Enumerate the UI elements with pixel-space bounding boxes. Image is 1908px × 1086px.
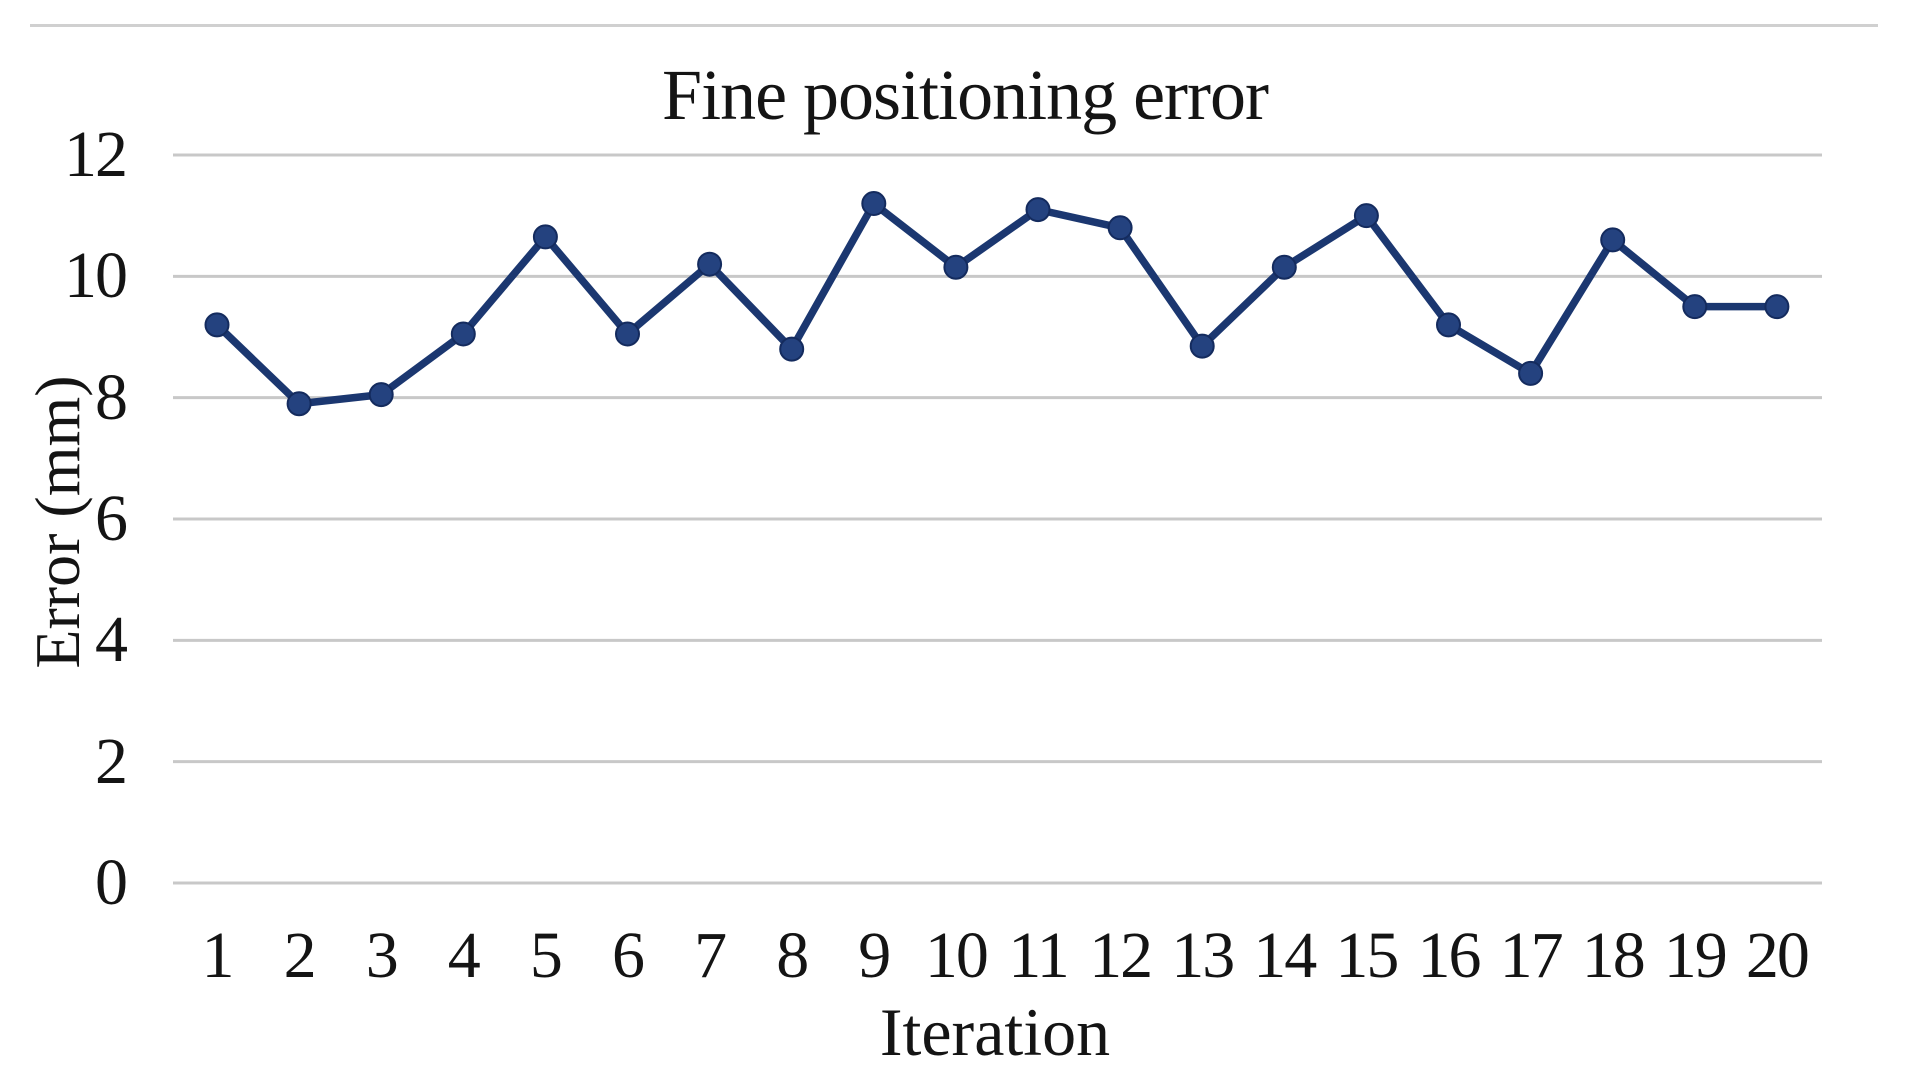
data-point-3 bbox=[368, 382, 394, 408]
data-point-15 bbox=[1353, 203, 1379, 229]
x-tick-label-16: 16 bbox=[1417, 919, 1482, 992]
data-point-2 bbox=[286, 391, 312, 417]
data-point-18 bbox=[1600, 227, 1626, 253]
data-point-11 bbox=[1025, 197, 1051, 223]
data-point-14 bbox=[1271, 254, 1297, 280]
x-tick-label-12: 12 bbox=[1089, 919, 1153, 992]
data-point-9 bbox=[861, 191, 887, 217]
y-tick-label-4: 4 bbox=[95, 603, 128, 677]
y-tick-label-2: 2 bbox=[95, 724, 128, 798]
x-tick-label-17: 17 bbox=[1499, 919, 1564, 992]
x-tick-label-20: 20 bbox=[1745, 919, 1810, 992]
y-tick-label-0: 0 bbox=[95, 846, 128, 919]
x-tick-label-18: 18 bbox=[1581, 919, 1646, 992]
x-tick-label-1: 1 bbox=[201, 919, 235, 992]
data-point-6 bbox=[615, 321, 640, 347]
x-tick-label-2: 2 bbox=[283, 919, 317, 992]
data-point-17 bbox=[1518, 360, 1544, 386]
chart-title: Fine positioning error bbox=[662, 55, 1269, 135]
x-tick-label-5: 5 bbox=[529, 919, 563, 992]
x-axis-title: Iteration bbox=[879, 994, 1111, 1070]
y-tick-label-10: 10 bbox=[64, 239, 128, 313]
x-tick-label-7: 7 bbox=[694, 919, 727, 992]
error-series-line bbox=[213, 199, 1781, 408]
data-point-7 bbox=[697, 251, 723, 277]
data-point-1 bbox=[204, 312, 230, 338]
data-point-5 bbox=[532, 224, 558, 250]
x-tick-label-4: 4 bbox=[447, 919, 481, 992]
y-axis-title: Error (mm) bbox=[22, 375, 93, 669]
data-point-12 bbox=[1107, 215, 1133, 241]
data-point-16 bbox=[1436, 312, 1461, 338]
data-point-4 bbox=[450, 321, 476, 347]
data-point-20 bbox=[1764, 294, 1790, 320]
x-tick-label-3: 3 bbox=[365, 919, 399, 992]
y-tick-label-8: 8 bbox=[95, 360, 128, 434]
data-point-10 bbox=[943, 254, 969, 280]
x-tick-label-8: 8 bbox=[776, 919, 809, 992]
data-point-19 bbox=[1682, 294, 1708, 320]
x-tick-label-14: 14 bbox=[1253, 919, 1317, 992]
x-tick-label-19: 19 bbox=[1663, 919, 1728, 992]
chart-top-border bbox=[30, 24, 1878, 27]
data-point-13 bbox=[1189, 333, 1215, 359]
gridlines-group bbox=[173, 153, 1822, 885]
x-tick-label-15: 15 bbox=[1335, 919, 1399, 992]
series-group bbox=[204, 191, 1790, 417]
x-tick-label-11: 11 bbox=[1008, 919, 1070, 992]
y-tick-label-6: 6 bbox=[95, 481, 128, 555]
y-tick-label-12: 12 bbox=[64, 117, 128, 191]
data-point-8 bbox=[779, 336, 805, 362]
x-tick-label-9: 9 bbox=[858, 919, 891, 992]
x-tick-label-13: 13 bbox=[1171, 919, 1235, 992]
x-tick-label-10: 10 bbox=[924, 919, 989, 992]
x-tick-label-6: 6 bbox=[612, 919, 645, 992]
